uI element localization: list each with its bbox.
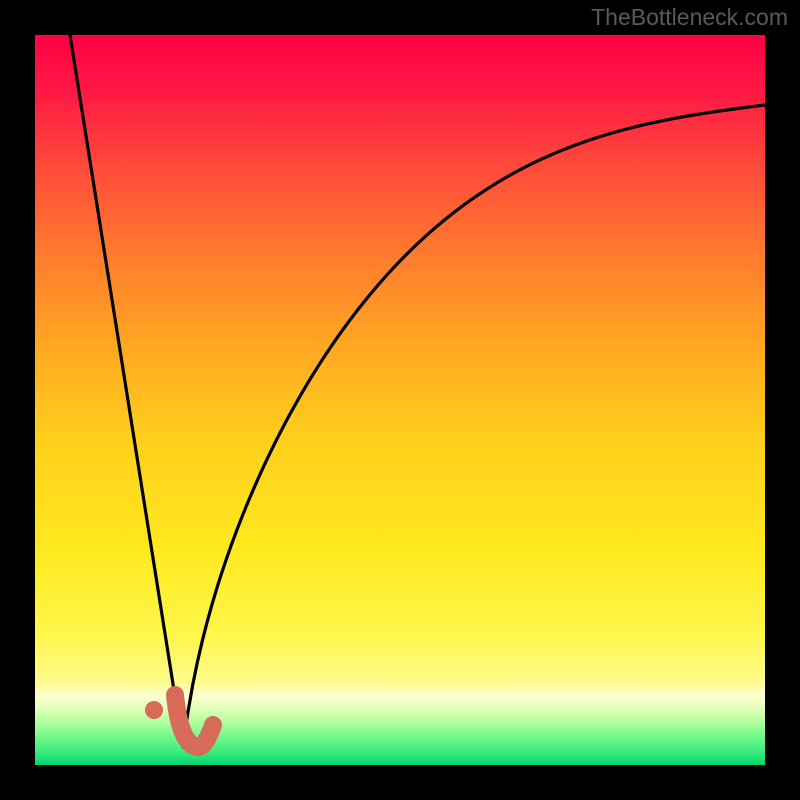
optimum-marker-dot: [145, 701, 163, 719]
plot-area: [35, 35, 765, 765]
bottleneck-curve: [70, 35, 765, 747]
chart-svg: [35, 35, 765, 765]
figure-root: TheBottleneck.com: [0, 0, 800, 800]
watermark-text: TheBottleneck.com: [591, 4, 788, 31]
optimum-marker-j: [175, 695, 213, 747]
